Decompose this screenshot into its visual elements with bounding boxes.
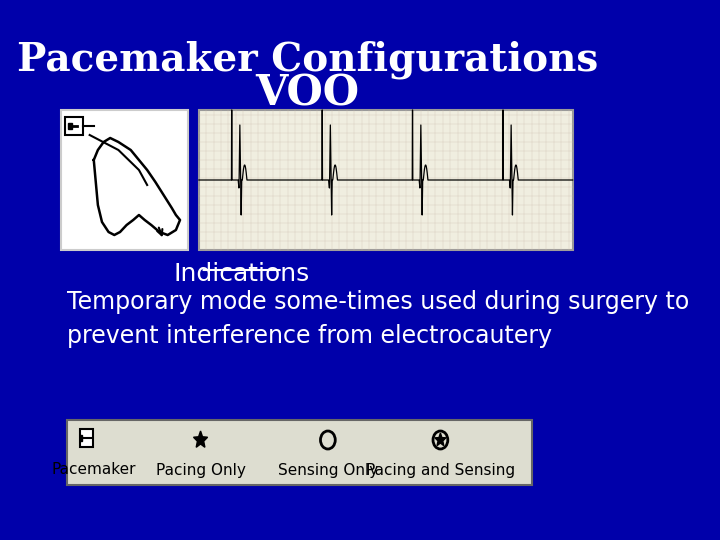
- Text: Pacemaker: Pacemaker: [52, 462, 136, 477]
- Bar: [80, 429, 93, 447]
- Text: VOO: VOO: [256, 72, 359, 114]
- Polygon shape: [194, 431, 207, 447]
- Bar: [65, 117, 83, 135]
- Bar: [80, 435, 82, 441]
- Text: Sensing Only: Sensing Only: [278, 462, 378, 477]
- Bar: [68, 123, 71, 129]
- Text: Temporary mode some-times used during surgery to
prevent interference from elect: Temporary mode some-times used during su…: [68, 290, 690, 348]
- FancyBboxPatch shape: [68, 420, 531, 485]
- Text: Indications: Indications: [174, 262, 310, 286]
- FancyBboxPatch shape: [61, 110, 188, 250]
- Text: Pacemaker Configurations: Pacemaker Configurations: [17, 40, 598, 79]
- Text: Pacing Only: Pacing Only: [156, 462, 246, 477]
- Text: Pacing and Sensing: Pacing and Sensing: [366, 462, 515, 477]
- Polygon shape: [435, 433, 446, 446]
- FancyBboxPatch shape: [199, 110, 572, 250]
